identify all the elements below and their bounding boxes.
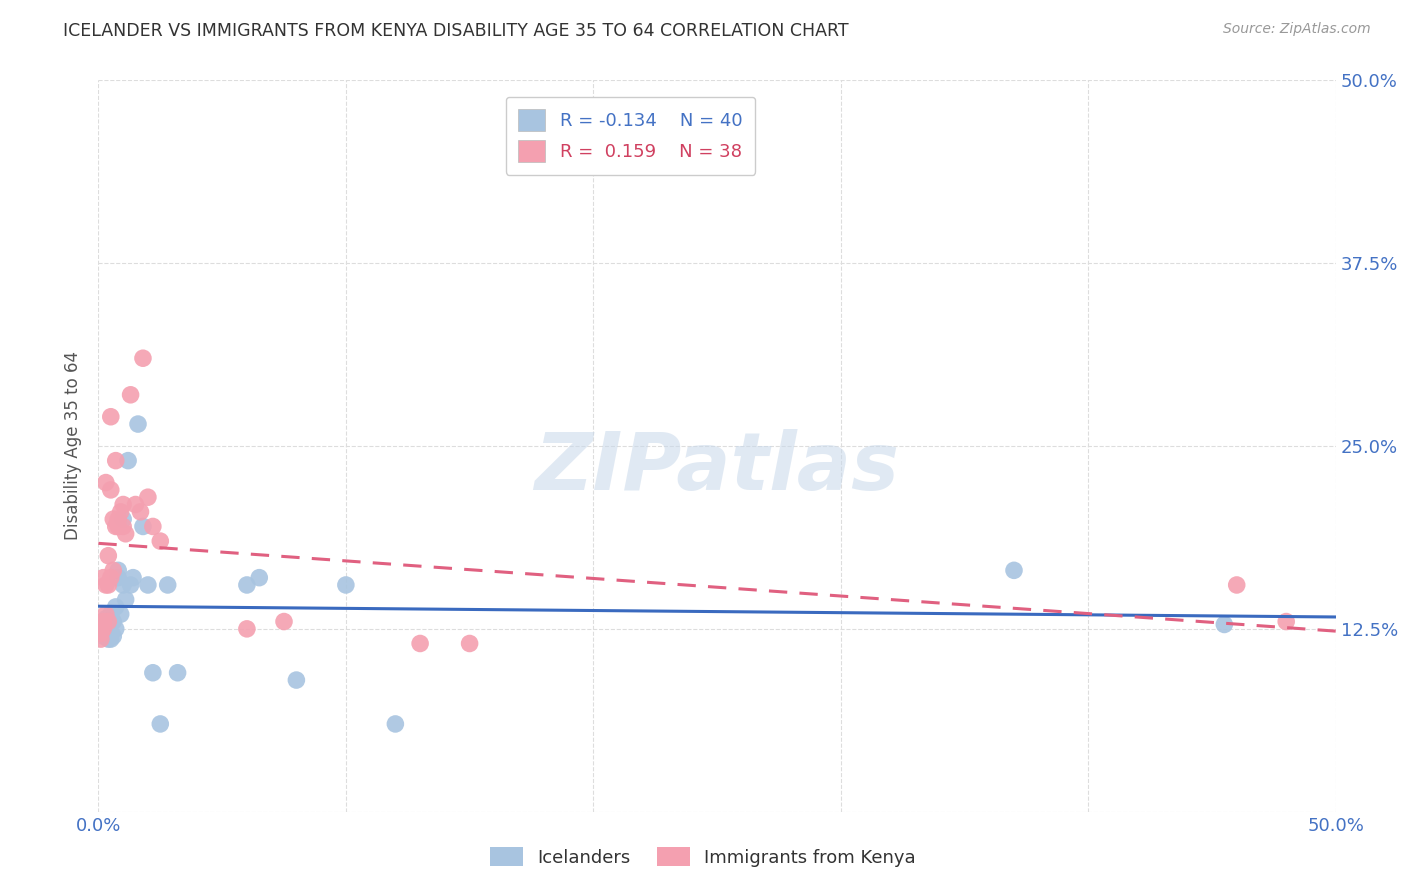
Point [97,578,120,592]
Point [129,505,152,519]
Point [110,607,132,622]
Point [1226,578,1249,592]
Legend: R = -0.134    N = 40, R =  0.159    N = 38: R = -0.134 N = 40, R = 0.159 N = 38 [506,96,755,175]
Point [273,615,295,629]
Point [112,512,135,526]
Point [104,519,127,533]
Point [127,417,149,431]
Point [100,626,122,640]
Point [112,498,135,512]
Point [384,717,406,731]
Point [1002,563,1025,577]
Point [107,571,129,585]
Y-axis label: Disability Age 35 to 64: Disability Age 35 to 64 [65,351,83,541]
Point [100,483,122,497]
Point [149,534,172,549]
Point [156,578,179,592]
Point [104,453,127,467]
Point [136,578,159,592]
Point [94,612,117,626]
Point [122,571,145,585]
Point [285,673,308,687]
Point [247,571,270,585]
Point [335,578,357,592]
Point [112,519,135,533]
Legend: Icelanders, Immigrants from Kenya: Icelanders, Immigrants from Kenya [482,840,924,874]
Point [114,526,136,541]
Point [93,622,115,636]
Point [409,636,432,650]
Point [120,388,142,402]
Point [149,717,172,731]
Point [124,498,146,512]
Point [100,571,122,585]
Text: Source: ZipAtlas.com: Source: ZipAtlas.com [1223,22,1371,37]
Point [93,617,115,632]
Point [132,351,155,366]
Point [236,622,259,636]
Point [104,622,127,636]
Point [107,519,129,533]
Point [100,409,122,424]
Point [107,512,129,526]
Point [93,615,115,629]
Point [100,607,122,622]
Point [103,512,125,526]
Point [93,571,115,585]
Point [107,563,129,577]
Point [97,615,120,629]
Point [132,519,155,533]
Point [94,607,117,622]
Point [90,632,112,646]
Point [100,632,122,646]
Point [1275,615,1298,629]
Point [94,475,117,490]
Point [97,615,120,629]
Point [94,578,117,592]
Point [114,592,136,607]
Text: ZIPatlas: ZIPatlas [534,429,900,507]
Point [103,563,125,577]
Point [93,622,115,636]
Point [90,626,112,640]
Point [103,629,125,643]
Point [458,636,481,650]
Point [110,505,132,519]
Point [97,549,120,563]
Point [93,629,115,643]
Point [1213,617,1236,632]
Point [90,617,112,632]
Point [142,665,165,680]
Point [97,632,120,646]
Point [104,599,127,614]
Point [112,578,135,592]
Point [236,578,259,592]
Point [136,490,159,504]
Point [166,665,188,680]
Point [94,617,117,632]
Point [120,578,142,592]
Point [142,519,165,533]
Point [103,615,125,629]
Point [117,453,139,467]
Point [93,615,115,629]
Text: ICELANDER VS IMMIGRANTS FROM KENYA DISABILITY AGE 35 TO 64 CORRELATION CHART: ICELANDER VS IMMIGRANTS FROM KENYA DISAB… [63,22,849,40]
Point [97,622,120,636]
Point [94,626,117,640]
